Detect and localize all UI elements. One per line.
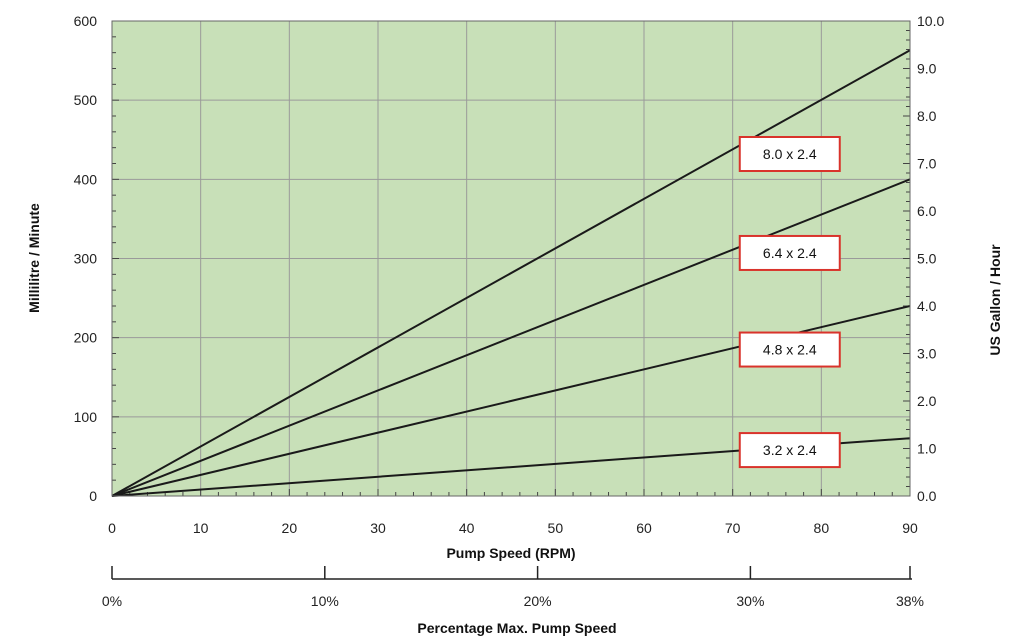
percent-tick-label: 20% bbox=[524, 593, 552, 609]
series-label-text: 8.0 x 2.4 bbox=[763, 146, 817, 162]
percent-axis-ticks: 0% 10% 20% 30% 38% bbox=[102, 566, 924, 609]
y2-tick-label: 9.0 bbox=[917, 61, 937, 77]
percent-axis-title: Percentage Max. Pump Speed bbox=[417, 620, 616, 636]
y2-tick-label: 7.0 bbox=[917, 156, 937, 172]
x-tick-label: 50 bbox=[548, 520, 564, 536]
y2-tick-label: 2.0 bbox=[917, 393, 937, 409]
y2-tick-label: 4.0 bbox=[917, 298, 937, 314]
percent-tick-label: 30% bbox=[736, 593, 764, 609]
series-label: 8.0 x 2.4 bbox=[738, 136, 841, 172]
y2-tick-label: 8.0 bbox=[917, 108, 937, 124]
y2-tick-label: 0.0 bbox=[917, 488, 937, 504]
y2-axis-ticks: 0.0 1.0 2.0 3.0 4.0 5.0 6.0 7.0 8.0 9.0 10.0 bbox=[917, 13, 944, 504]
x-axis-title: Pump Speed (RPM) bbox=[446, 545, 575, 561]
y-tick-label: 600 bbox=[74, 13, 98, 29]
series-label-text: 6.4 x 2.4 bbox=[763, 245, 817, 261]
series-line bbox=[111, 178, 911, 497]
y2-tick-label: 1.0 bbox=[917, 441, 937, 457]
y2-tick-label: 3.0 bbox=[917, 346, 937, 362]
x-tick-label: 90 bbox=[902, 520, 918, 536]
x-tick-label: 20 bbox=[282, 520, 298, 536]
series-label-box bbox=[738, 234, 841, 271]
series-line bbox=[111, 49, 911, 497]
series-label-box bbox=[738, 331, 841, 368]
x-tick-label: 80 bbox=[814, 520, 830, 536]
y-tick-label: 100 bbox=[74, 409, 98, 425]
y-axis-ticks: 0 100 200 300 400 500 600 bbox=[74, 13, 98, 504]
percent-tick-label: 0% bbox=[102, 593, 122, 609]
x-tick-label: 30 bbox=[370, 520, 386, 536]
x-axis-ticks: 0 10 20 30 40 50 60 70 80 90 bbox=[108, 520, 918, 536]
percent-tick-label: 38% bbox=[896, 593, 924, 609]
x-tick-label: 70 bbox=[725, 520, 741, 536]
series-label-text: 4.8 x 2.4 bbox=[763, 342, 817, 358]
series-label-text: 3.2 x 2.4 bbox=[763, 442, 817, 458]
y2-tick-label: 5.0 bbox=[917, 251, 937, 267]
y-tick-label: 200 bbox=[74, 330, 98, 346]
y-tick-label: 400 bbox=[74, 171, 98, 187]
percent-tick-label: 10% bbox=[311, 593, 339, 609]
series-label: 6.4 x 2.4 bbox=[738, 234, 841, 271]
series-labels: 8.0 x 2.4 6.4 x 2.4 4.8 x 2.4 3.2 x 2.4 bbox=[738, 136, 841, 469]
y2-axis-title: US Gallon / Hour bbox=[987, 244, 1003, 356]
series-label: 3.2 x 2.4 bbox=[738, 432, 841, 469]
x-tick-label: 60 bbox=[636, 520, 652, 536]
series-label-box bbox=[738, 432, 841, 469]
y2-tick-label: 6.0 bbox=[917, 203, 937, 219]
x-tick-label: 10 bbox=[193, 520, 209, 536]
y-tick-label: 500 bbox=[74, 92, 98, 108]
x-tick-label: 40 bbox=[459, 520, 475, 536]
series-label-box bbox=[738, 136, 841, 172]
y2-tick-label: 10.0 bbox=[917, 13, 944, 29]
y-axis-title: Millilitre / Minute bbox=[26, 203, 42, 313]
x-tick-label: 0 bbox=[108, 520, 116, 536]
plot-frame bbox=[111, 20, 911, 497]
series-label: 4.8 x 2.4 bbox=[738, 331, 841, 368]
y-tick-label: 0 bbox=[89, 488, 97, 504]
y-tick-label: 300 bbox=[74, 251, 98, 267]
